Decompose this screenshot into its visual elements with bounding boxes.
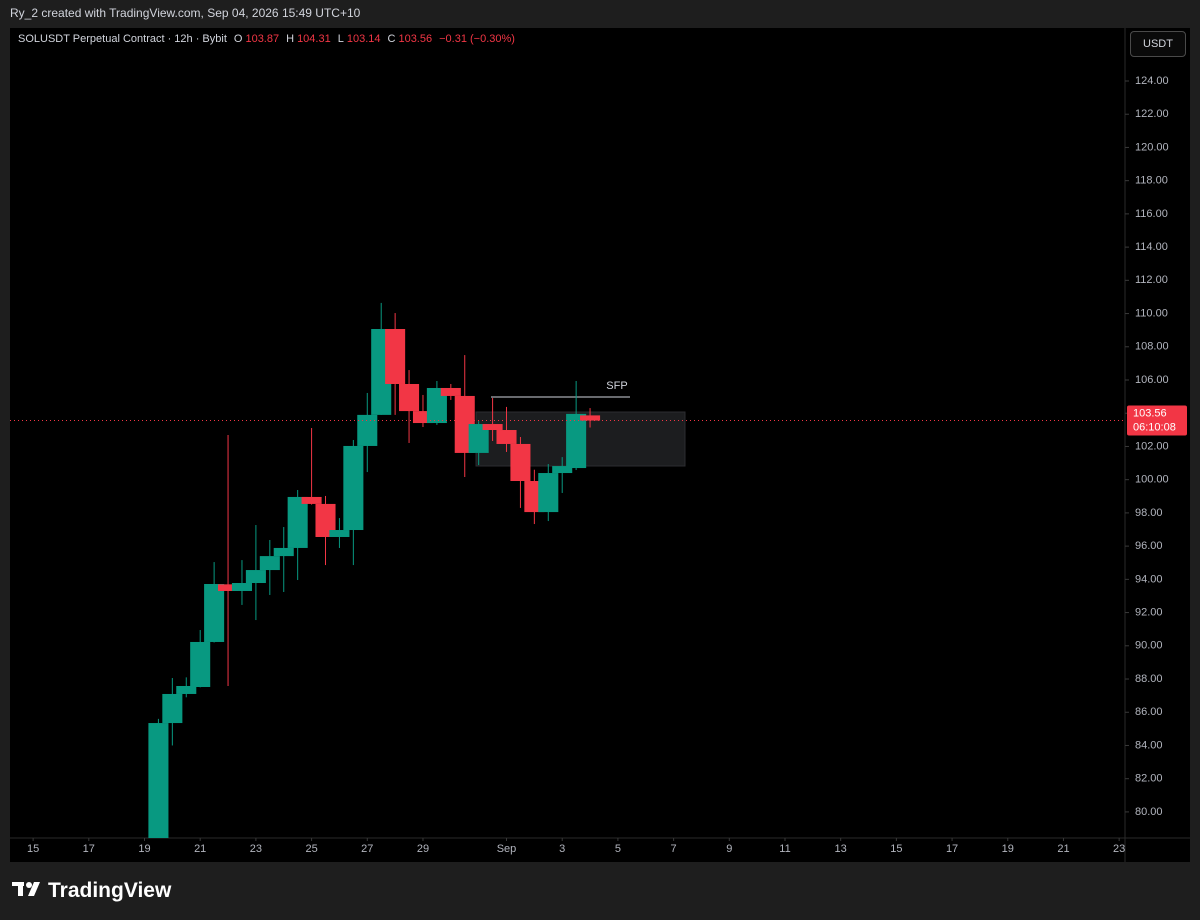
legend-value: 104.31 [297,33,331,45]
y-tick-label: 116.00 [1135,208,1168,220]
x-tick-label: 9 [726,843,732,855]
attribution: Ry_2 created with TradingView.com, Sep 0… [10,6,361,20]
x-tick-label: 7 [671,843,677,855]
symbol-title: SOLUSDT Perpetual Contract · 12h · Bybit [18,33,227,45]
x-tick-label: Sep [497,843,517,855]
candle-body [218,584,239,591]
last-price-box [1127,405,1187,436]
candle-body [329,530,350,537]
candle-body [287,496,308,548]
legend-value: 103.56 [398,33,433,45]
candle-body [385,329,406,384]
y-tick-label: 92.00 [1135,606,1163,618]
y-tick-label: 80.00 [1135,806,1163,818]
x-tick-label: 3 [559,843,565,855]
x-tick-label: 13 [835,843,847,855]
y-tick-label: 106.00 [1135,374,1169,386]
candle-body [399,383,420,412]
candle-body [343,445,364,531]
candle-body [176,686,197,694]
x-tick-label: 23 [1113,843,1125,855]
plot [10,302,1125,838]
x-tick-label: 5 [615,843,621,855]
x-tick-label: 19 [138,843,150,855]
x-tick-label: 17 [946,843,958,855]
x-tick-label: 21 [194,843,206,855]
candle-body [162,693,183,724]
change: −0.31 (−0.30%) [439,33,515,45]
candle-body [496,430,517,444]
brand: TradingView [48,879,172,902]
legend-label: L [337,33,344,45]
x-tick-label: 27 [361,843,373,855]
x-tick-label: 11 [779,843,790,855]
y-tick-label: 94.00 [1135,573,1163,585]
candle-body [259,556,280,571]
y-tick-label: 98.00 [1135,507,1163,519]
candle-body [426,387,447,424]
candle-body [245,570,266,584]
y-tick-label: 82.00 [1135,773,1163,785]
y-tick-label: 88.00 [1135,673,1163,685]
candle-body [440,387,461,396]
candle-body [510,443,531,482]
candle-body [357,414,378,446]
y-tick-label: 122.00 [1135,108,1169,120]
y-tick-label: 110.00 [1135,307,1168,319]
y-tick-label: 100.00 [1135,474,1169,486]
sfp-annotation: SFP [606,380,627,392]
candle-body [412,411,433,424]
x-tick-label: 21 [1057,843,1069,855]
y-tick-label: 120.00 [1135,141,1169,153]
candle-body [482,424,503,431]
candle-body [468,424,489,453]
y-tick-label: 90.00 [1135,640,1163,652]
x-tick-label: 25 [305,843,317,855]
y-tick-label: 86.00 [1135,706,1163,718]
axes: 80.00 82.00 84.00 86.00 88.00 90.00 92.00 94.00… [27,75,1187,855]
legend-value: 103.14 [346,33,381,45]
x-tick-label: 15 [27,843,39,855]
x-tick-label: 23 [250,843,262,855]
legend-label: O [233,33,243,45]
legend-value: 103.87 [245,33,280,45]
x-tick-label: 19 [1002,843,1014,855]
candle-body [204,584,225,642]
candle-body [552,466,573,474]
y-tick-label: 124.00 [1135,75,1169,87]
candle-body [301,496,322,504]
candle-body [273,547,294,557]
candle-body [231,583,252,591]
y-tick-label: 96.00 [1135,540,1163,552]
candle-body [566,413,587,469]
y-tick-label: 114.00 [1135,241,1168,253]
candle-body [580,415,601,421]
y-tick-label: 84.00 [1135,739,1163,751]
candle-body [148,723,169,838]
x-tick-label: 17 [83,843,95,855]
x-tick-label: 29 [417,843,429,855]
candle-body [315,503,336,537]
last-price-label: 103.56 [1133,407,1167,419]
y-tick-label: 118.00 [1135,175,1168,187]
ohlc-legend: SOLUSDT Perpetual Contract · 12h · Bybit… [18,33,515,45]
x-tick-label: 15 [890,843,902,855]
y-tick-label: 102.00 [1135,440,1169,452]
countdown-label: 06:10:08 [1133,421,1176,433]
currency-button[interactable]: USDT [1130,31,1186,57]
candle-body [190,641,211,687]
logo-icon [12,882,40,896]
legend-label: C [387,33,396,45]
legend-label: H [286,33,295,45]
y-tick-label: 112.00 [1135,274,1168,286]
y-tick-label: 108.00 [1135,341,1169,353]
candle-body [538,473,559,513]
